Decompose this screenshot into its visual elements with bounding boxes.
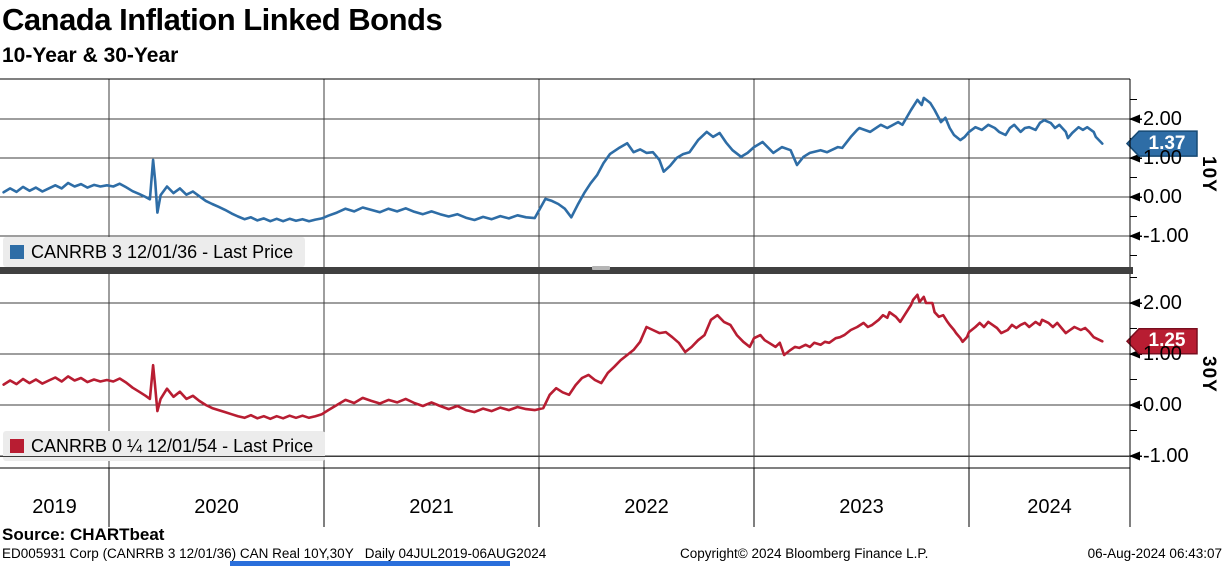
y-tick-label-10Y: 1.00 xyxy=(1143,147,1182,169)
last-price-tag-30y[interactable]: 1.25 xyxy=(1148,330,1186,351)
legend-label-10y: CANRRB 3 12/01/36 - Last Price xyxy=(31,241,294,262)
y-tick-label-10Y: -1.00 xyxy=(1143,225,1189,247)
page-title: Canada Inflation Linked Bonds xyxy=(2,2,443,37)
y-tick-label-10Y: 2.00 xyxy=(1143,108,1182,130)
axis-label-30y: 30Y xyxy=(1198,356,1219,393)
source-line: Source: CHARTbeat xyxy=(2,525,165,544)
x-tick-label-year: 2023 xyxy=(839,496,884,518)
y-tick-label-30Y: 1.00 xyxy=(1143,343,1182,365)
bottom-blue-bar xyxy=(230,561,510,566)
panel-divider xyxy=(0,267,1133,274)
legend-10y[interactable]: CANRRB 3 12/01/36 - Last Price xyxy=(3,237,306,267)
price-line-30Y xyxy=(2,293,1104,421)
x-tick-label-year: 2021 xyxy=(409,496,454,518)
footer-security-info: ED005931 Corp (CANRRB 3 12/01/36) CAN Re… xyxy=(2,546,547,561)
x-tick-label-year: 2020 xyxy=(194,496,239,518)
y-tick-label-30Y: -1.00 xyxy=(1143,445,1189,467)
panel-divider-grip[interactable] xyxy=(592,266,610,270)
x-tick-label-year: 2019 xyxy=(32,496,77,518)
y-tick-label-30Y: 0.00 xyxy=(1143,394,1182,416)
y-tick-label-10Y: 0.00 xyxy=(1143,186,1182,208)
x-tick-label-year: 2024 xyxy=(1027,496,1072,518)
price-line-10Y xyxy=(2,96,1104,223)
footer-timestamp: 06-Aug-2024 06:43:07 xyxy=(1087,546,1222,561)
legend-label-30y: CANRRB 0 ¼ 12/01/54 - Last Price xyxy=(31,435,314,456)
last-price-flag-30Y xyxy=(1125,328,1198,355)
page-subtitle: 10-Year & 30-Year xyxy=(2,44,179,67)
legend-swatch-blue-icon xyxy=(10,245,24,259)
axis-label-10y: 10Y xyxy=(1198,156,1219,193)
legend-swatch-red-icon xyxy=(10,439,24,453)
last-price-tag-10y[interactable]: 1.37 xyxy=(1148,133,1186,154)
x-tick-label-year: 2022 xyxy=(624,496,669,518)
footer-copyright: Copyright© 2024 Bloomberg Finance L.P. xyxy=(680,546,929,561)
last-price-flag-10Y xyxy=(1125,130,1198,157)
gridline-minus1-30y xyxy=(0,456,1130,457)
y-tick-label-30Y: 2.00 xyxy=(1143,292,1182,314)
